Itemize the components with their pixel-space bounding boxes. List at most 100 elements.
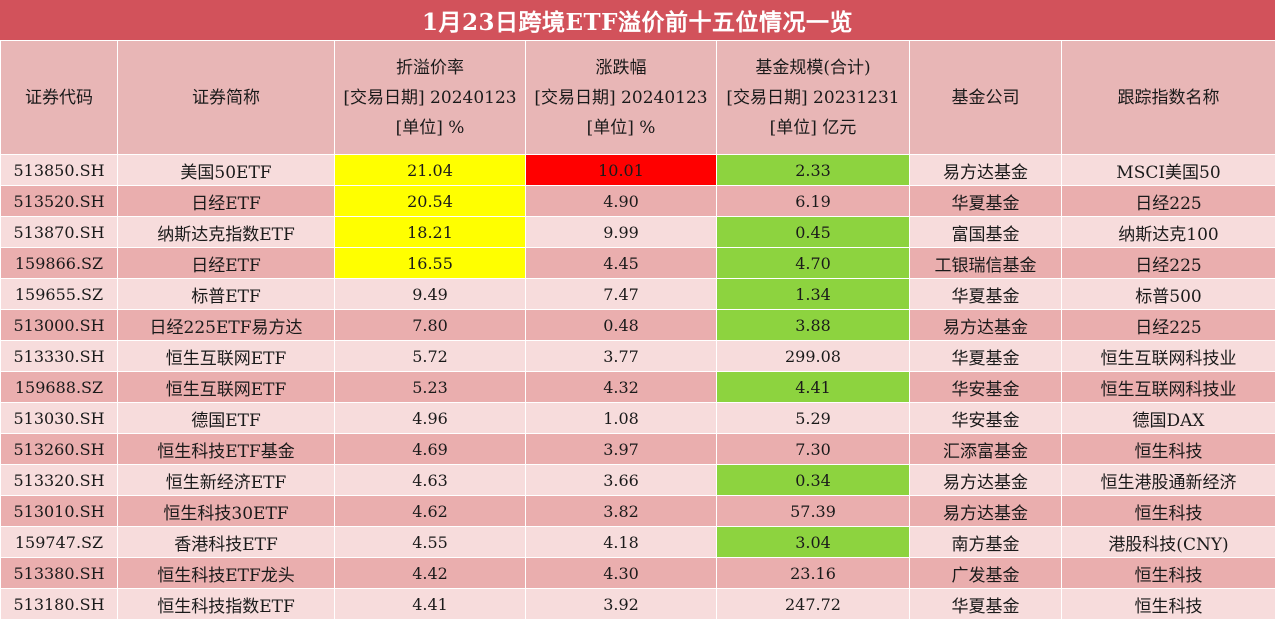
cell-name: 日经ETF <box>118 186 335 217</box>
cell-change: 3.92 <box>526 589 717 620</box>
cell-company: 工银瑞信基金 <box>910 248 1062 279</box>
cell-size: 7.30 <box>717 434 910 465</box>
cell-premium: 4.96 <box>335 403 526 434</box>
cell-index: 恒生科技 <box>1062 434 1275 465</box>
cell-index: 日经225 <box>1062 248 1275 279</box>
cell-size: 4.41 <box>717 372 910 403</box>
table-row: 159747.SZ 香港科技ETF 4.55 4.18 3.04 南方基金 港股… <box>1 527 1275 558</box>
cell-premium: 16.55 <box>335 248 526 279</box>
cell-company: 华夏基金 <box>910 279 1062 310</box>
cell-company: 易方达基金 <box>910 465 1062 496</box>
cell-size: 23.16 <box>717 558 910 589</box>
cell-change: 0.48 <box>526 310 717 341</box>
table-row: 513870.SH 纳斯达克指数ETF 18.21 9.99 0.45 富国基金… <box>1 217 1275 248</box>
header-size-title: 基金规模(合计) <box>717 53 909 83</box>
table-row: 159655.SZ 标普ETF 9.49 7.47 1.34 华夏基金 标普50… <box>1 279 1275 310</box>
cell-company: 华安基金 <box>910 372 1062 403</box>
cell-code: 159688.SZ <box>1 372 118 403</box>
cell-index: 纳斯达克100 <box>1062 217 1275 248</box>
header-index: 跟踪指数名称 <box>1062 41 1275 155</box>
header-size-date: [交易日期] 20231231 <box>717 83 909 113</box>
cell-name: 恒生互联网ETF <box>118 372 335 403</box>
cell-premium: 18.21 <box>335 217 526 248</box>
cell-size: 6.19 <box>717 186 910 217</box>
cell-company: 华安基金 <box>910 403 1062 434</box>
cell-company: 易方达基金 <box>910 310 1062 341</box>
cell-size: 3.04 <box>717 527 910 558</box>
table-row: 513010.SH 恒生科技30ETF 4.62 3.82 57.39 易方达基… <box>1 496 1275 527</box>
table-row: 513030.SH 德国ETF 4.96 1.08 5.29 华安基金 德国DA… <box>1 403 1275 434</box>
table-row: 159866.SZ 日经ETF 16.55 4.45 4.70 工银瑞信基金 日… <box>1 248 1275 279</box>
cell-code: 513320.SH <box>1 465 118 496</box>
cell-code: 513520.SH <box>1 186 118 217</box>
cell-name: 纳斯达克指数ETF <box>118 217 335 248</box>
cell-code: 159747.SZ <box>1 527 118 558</box>
cell-name: 香港科技ETF <box>118 527 335 558</box>
header-code: 证券代码 <box>1 41 118 155</box>
cell-premium: 4.69 <box>335 434 526 465</box>
cell-change: 4.32 <box>526 372 717 403</box>
header-change-title: 涨跌幅 <box>526 53 716 83</box>
table-row: 159688.SZ 恒生互联网ETF 5.23 4.32 4.41 华安基金 恒… <box>1 372 1275 403</box>
page-title: 1月23日跨境ETF溢价前十五位情况一览 <box>0 0 1275 40</box>
cell-index: 标普500 <box>1062 279 1275 310</box>
cell-name: 恒生科技ETF基金 <box>118 434 335 465</box>
cell-code: 513030.SH <box>1 403 118 434</box>
cell-size: 3.88 <box>717 310 910 341</box>
cell-code: 159866.SZ <box>1 248 118 279</box>
cell-index: 恒生互联网科技业 <box>1062 372 1275 403</box>
cell-name: 德国ETF <box>118 403 335 434</box>
header-change: 涨跌幅 [交易日期] 20240123 [单位] % <box>526 41 717 155</box>
header-change-date: [交易日期] 20240123 <box>526 83 716 113</box>
cell-size: 57.39 <box>717 496 910 527</box>
cell-change: 3.97 <box>526 434 717 465</box>
cell-premium: 21.04 <box>335 155 526 186</box>
header-size-unit: [单位] 亿元 <box>717 113 909 143</box>
cell-name: 日经ETF <box>118 248 335 279</box>
cell-size: 1.34 <box>717 279 910 310</box>
cell-code: 513330.SH <box>1 341 118 372</box>
table-row: 513180.SH 恒生科技指数ETF 4.41 3.92 247.72 华夏基… <box>1 589 1275 620</box>
header-size: 基金规模(合计) [交易日期] 20231231 [单位] 亿元 <box>717 41 910 155</box>
cell-premium: 4.41 <box>335 589 526 620</box>
cell-premium: 4.42 <box>335 558 526 589</box>
cell-index: 恒生科技 <box>1062 558 1275 589</box>
cell-code: 513380.SH <box>1 558 118 589</box>
cell-company: 广发基金 <box>910 558 1062 589</box>
cell-size: 4.70 <box>717 248 910 279</box>
table-row: 513260.SH 恒生科技ETF基金 4.69 3.97 7.30 汇添富基金… <box>1 434 1275 465</box>
header-company: 基金公司 <box>910 41 1062 155</box>
cell-size: 0.34 <box>717 465 910 496</box>
cell-index: 德国DAX <box>1062 403 1275 434</box>
cell-name: 美国50ETF <box>118 155 335 186</box>
table-row: 513850.SH 美国50ETF 21.04 10.01 2.33 易方达基金… <box>1 155 1275 186</box>
cell-company: 华夏基金 <box>910 341 1062 372</box>
header-premium-title: 折溢价率 <box>335 53 525 83</box>
cell-change: 1.08 <box>526 403 717 434</box>
cell-size: 2.33 <box>717 155 910 186</box>
cell-change: 9.99 <box>526 217 717 248</box>
cell-name: 恒生新经济ETF <box>118 465 335 496</box>
cell-index: 日经225 <box>1062 186 1275 217</box>
cell-premium: 9.49 <box>335 279 526 310</box>
cell-change: 4.45 <box>526 248 717 279</box>
cell-index: 恒生科技 <box>1062 496 1275 527</box>
cell-name: 日经225ETF易方达 <box>118 310 335 341</box>
cell-change: 4.18 <box>526 527 717 558</box>
cell-company: 华夏基金 <box>910 186 1062 217</box>
cell-company: 南方基金 <box>910 527 1062 558</box>
cell-premium: 5.72 <box>335 341 526 372</box>
etf-premium-table: 证券代码 证券简称 折溢价率 [交易日期] 20240123 [单位] % 涨跌… <box>0 40 1275 620</box>
table-row: 513330.SH 恒生互联网ETF 5.72 3.77 299.08 华夏基金… <box>1 341 1275 372</box>
cell-code: 513010.SH <box>1 496 118 527</box>
cell-premium: 5.23 <box>335 372 526 403</box>
cell-premium: 7.80 <box>335 310 526 341</box>
cell-name: 恒生科技ETF龙头 <box>118 558 335 589</box>
cell-company: 易方达基金 <box>910 496 1062 527</box>
cell-index: 日经225 <box>1062 310 1275 341</box>
cell-index: 恒生港股通新经济 <box>1062 465 1275 496</box>
cell-company: 华夏基金 <box>910 589 1062 620</box>
cell-size: 299.08 <box>717 341 910 372</box>
cell-code: 513260.SH <box>1 434 118 465</box>
cell-code: 513870.SH <box>1 217 118 248</box>
